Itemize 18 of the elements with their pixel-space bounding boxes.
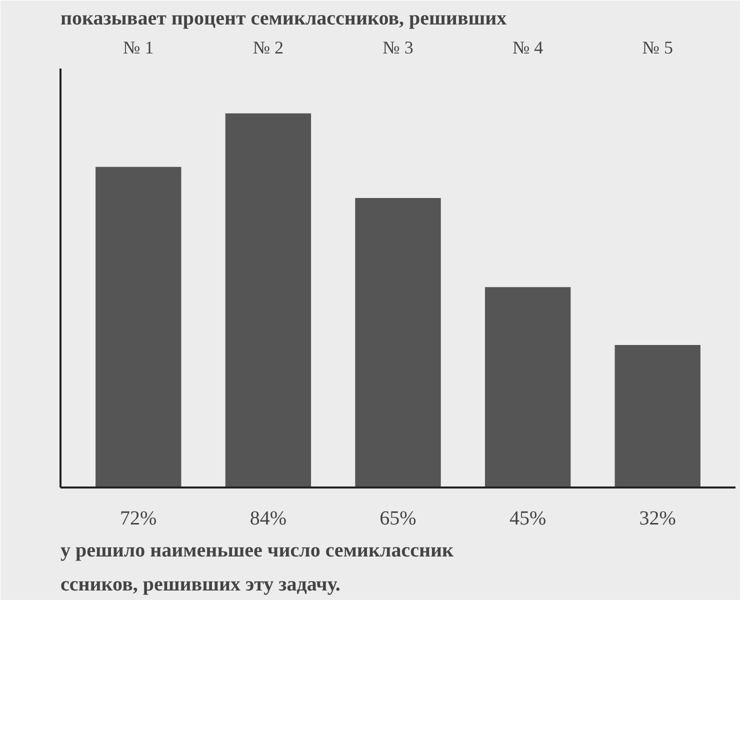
x-tick-label: № 4 bbox=[512, 38, 544, 58]
text: у решило наименьшее число семиклассник bbox=[60, 540, 454, 562]
text: ссников, решивших эту задачу. bbox=[60, 574, 340, 596]
bar bbox=[225, 113, 312, 488]
bar bbox=[484, 287, 571, 488]
data-label: 45% bbox=[509, 508, 546, 530]
data-label: 72% bbox=[120, 508, 157, 530]
x-tick-label: № 5 bbox=[642, 38, 673, 58]
bar bbox=[355, 198, 441, 488]
x-tick-label: № 1 bbox=[123, 38, 154, 58]
x-tick-label: № 2 bbox=[252, 38, 284, 58]
bar bbox=[96, 166, 182, 488]
chart-title: показывает процент семиклассников, решивших bbox=[60, 8, 507, 30]
data-label: 84% bbox=[250, 508, 287, 530]
data-label: 32% bbox=[639, 508, 676, 530]
data-label: 65% bbox=[380, 508, 416, 530]
x-tick-label: № 3 bbox=[382, 38, 414, 58]
bar bbox=[614, 344, 700, 488]
